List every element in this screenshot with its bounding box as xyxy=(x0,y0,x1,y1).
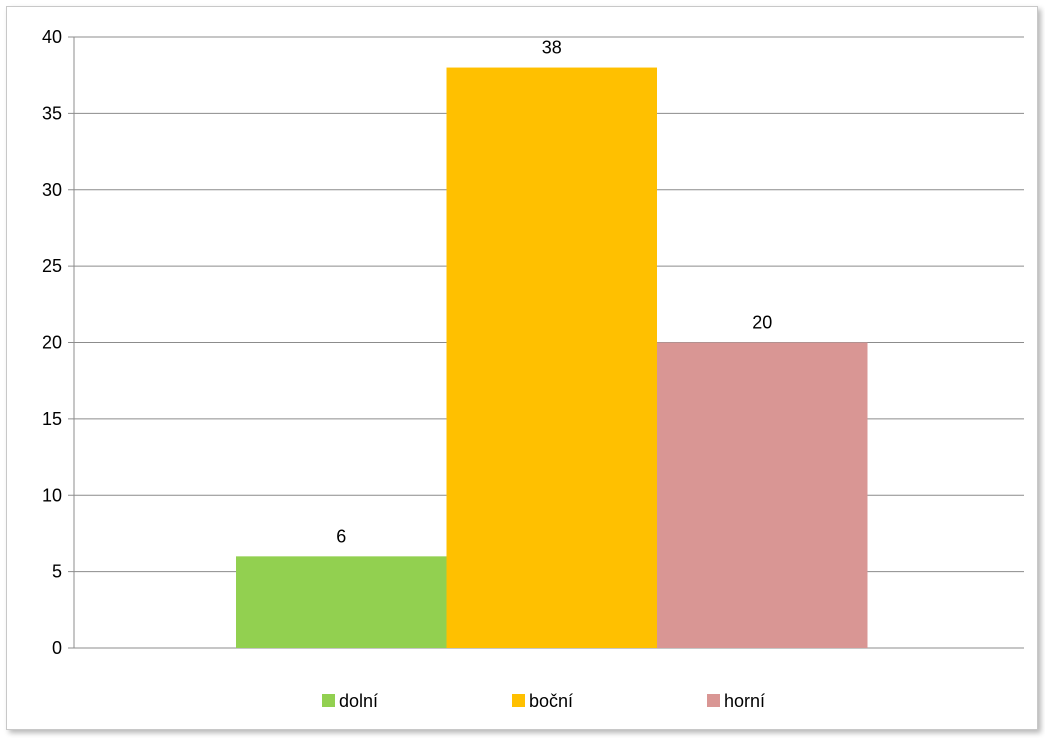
y-tick-label: 15 xyxy=(42,409,62,429)
y-tick-label: 40 xyxy=(42,27,62,47)
bars xyxy=(236,67,868,649)
y-tick-label: 25 xyxy=(42,256,62,276)
y-tick-label: 10 xyxy=(42,485,62,505)
y-tick-label: 20 xyxy=(42,333,62,353)
data-label-0: 6 xyxy=(336,526,346,546)
bar-1 xyxy=(446,67,657,649)
legend-swatch-1 xyxy=(512,694,525,707)
y-tick-label: 5 xyxy=(52,562,62,582)
bar-2 xyxy=(657,342,868,648)
data-labels: 6 38 20 xyxy=(336,38,772,547)
y-tick-label: 30 xyxy=(42,180,62,200)
legend-swatch-0 xyxy=(322,694,335,707)
y-tick-label: 0 xyxy=(52,638,62,658)
legend: dolní boční horní xyxy=(322,691,765,711)
data-label-1: 38 xyxy=(542,38,562,58)
bar-0 xyxy=(236,556,447,648)
legend-label-0: dolní xyxy=(339,691,378,711)
legend-label-1: boční xyxy=(529,691,573,711)
legend-label-2: horní xyxy=(724,691,765,711)
legend-swatch-2 xyxy=(707,694,720,707)
y-axis-ticks: 0 5 10 15 20 25 30 35 40 xyxy=(42,27,62,658)
data-label-2: 20 xyxy=(752,313,772,333)
y-tick-label: 35 xyxy=(42,103,62,123)
